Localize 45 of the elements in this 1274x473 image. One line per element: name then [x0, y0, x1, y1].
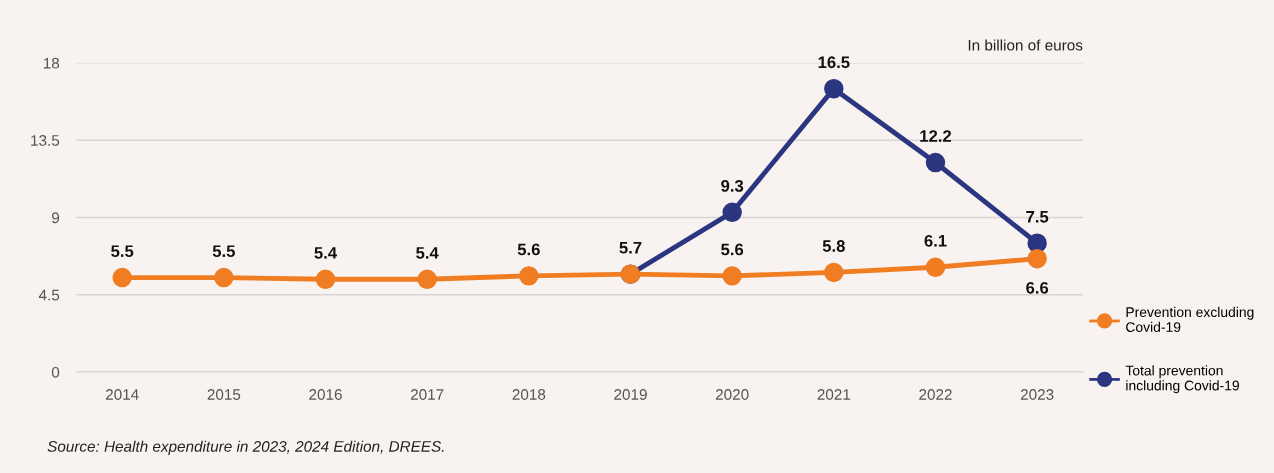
- point: [315, 269, 336, 290]
- x-tick-label: 2022: [919, 389, 952, 400]
- point: [112, 267, 132, 288]
- data-label: 5.6: [517, 243, 540, 256]
- data-label: 7.5: [1026, 211, 1049, 223]
- point: [824, 262, 844, 283]
- data-label: 5.6: [721, 243, 744, 256]
- source-note: Source: Health expenditure in 2023, 2024 Edition, DREES.: [47, 440, 444, 455]
- data-label: 5.4: [416, 247, 439, 259]
- legend-label: Prevention excluding Covid-19: [1126, 306, 1254, 332]
- point: [824, 78, 844, 99]
- data-label: 6.6: [1026, 281, 1049, 294]
- data-label: 5.4: [314, 247, 338, 259]
- point: [925, 257, 946, 277]
- y-tick-label: 9: [51, 212, 60, 224]
- y-axis-title: In billion of euros: [968, 39, 1083, 51]
- point: [722, 266, 742, 286]
- data-label: 5.8: [822, 240, 845, 252]
- data-label: 5.7: [619, 241, 642, 254]
- x-tick-label: 2017: [410, 389, 444, 400]
- data-label: 5.5: [111, 245, 134, 258]
- x-tick-label: 2018: [512, 389, 546, 400]
- point: [214, 267, 234, 288]
- y-tick-label: 4.5: [38, 289, 60, 301]
- data-label: 9.3: [721, 179, 744, 192]
- x-tick-label: 2023: [1020, 389, 1054, 400]
- x-tick-label: 2014: [105, 389, 139, 400]
- x-tick-label: 2015: [207, 389, 241, 400]
- legend-label: Total prevention including Covid-19: [1125, 365, 1239, 394]
- point: [925, 152, 946, 173]
- data-label: 16.5: [818, 56, 850, 69]
- data-label: 6.1: [924, 234, 947, 247]
- x-tick-label: 2020: [715, 389, 749, 400]
- point: [722, 202, 742, 223]
- x-tick-label: 2019: [614, 389, 647, 400]
- x-tick-label: 2016: [309, 389, 342, 400]
- y-tick-label: 18: [43, 57, 60, 69]
- x-tick-label: 2021: [817, 389, 851, 400]
- point: [1027, 248, 1047, 269]
- data-label: 12.2: [920, 130, 952, 142]
- point: [519, 266, 539, 286]
- y-tick-label: 13.5: [31, 135, 60, 146]
- data-label: 5.5: [212, 245, 235, 258]
- point: [417, 269, 437, 290]
- y-tick-label: 0: [51, 366, 60, 378]
